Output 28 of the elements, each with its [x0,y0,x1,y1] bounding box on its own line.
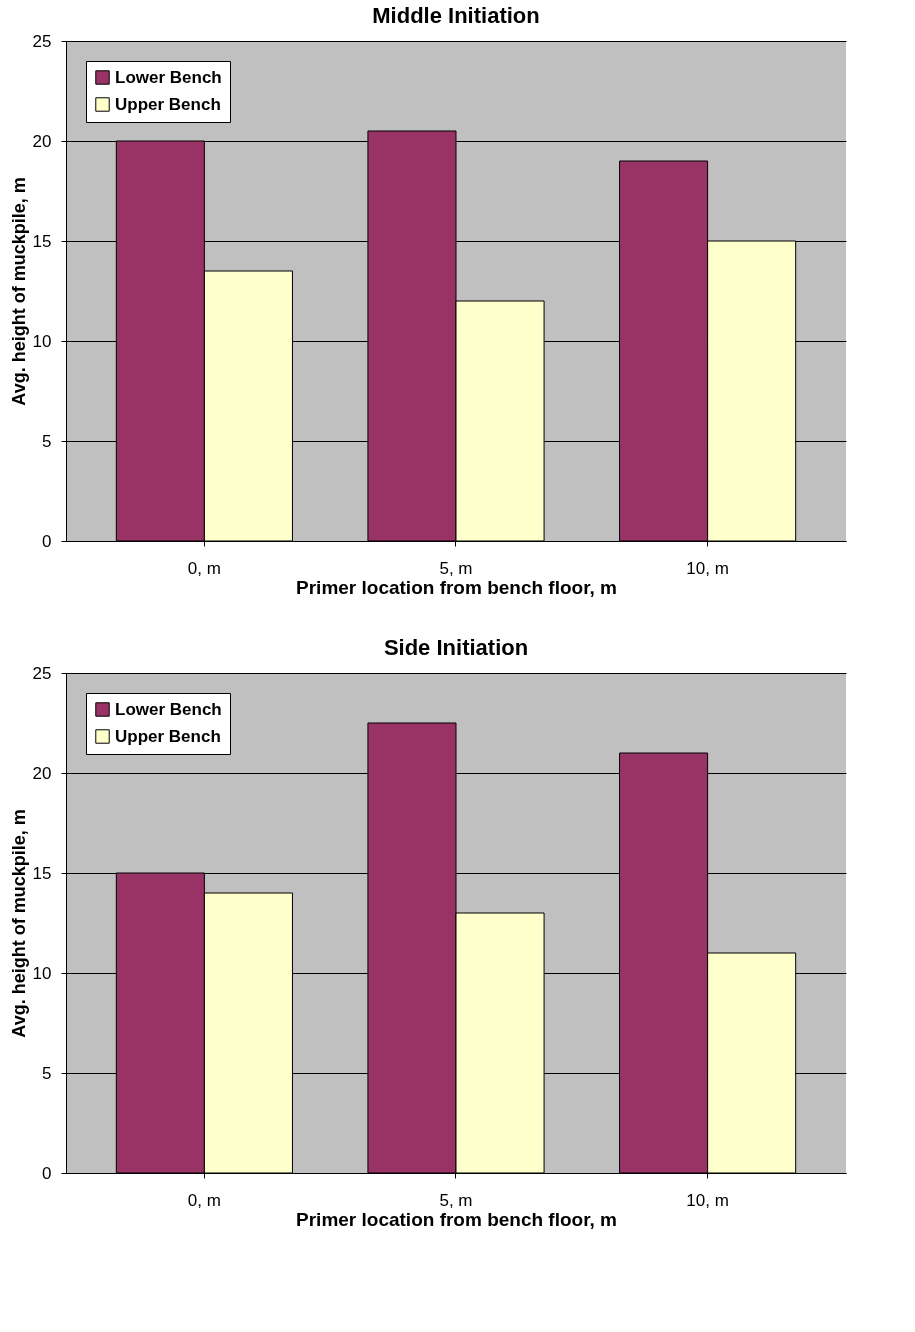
y-tick-label: 25 [32,31,52,51]
legend-label: Lower Bench [115,699,222,719]
x-axis-title: Primer location from bench floor, m [296,1208,617,1230]
x-tick-label: 5, m [439,1190,473,1210]
x-tick-label: 10, m [686,558,729,578]
y-tick-label: 25 [32,663,52,683]
y-axis-title: Avg. height of muckpile, m [8,177,29,406]
x-tick-label: 0, m [187,558,221,578]
y-tick-label: 10 [32,331,52,351]
chart-title: Middle Initiation [372,3,540,28]
chart-title: Side Initiation [383,635,529,660]
legend-label: Lower Bench [115,67,222,87]
y-tick-label: 0 [42,531,52,551]
legend-label: Upper Bench [115,726,221,746]
x-tick-label: 0, m [187,1190,221,1210]
x-axis-title: Primer location from bench floor, m [296,576,617,598]
y-axis-title: Avg. height of muckpile, m [8,809,29,1038]
legend-label: Upper Bench [115,94,221,114]
y-tick-label: 5 [42,1063,52,1083]
y-tick-label: 5 [42,431,52,451]
y-tick-label: 10 [32,963,52,983]
x-tick-label: 5, m [439,558,473,578]
y-tick-label: 15 [32,231,52,251]
y-tick-label: 15 [32,863,52,883]
y-tick-label: 0 [42,1163,52,1183]
y-tick-label: 20 [32,763,52,783]
y-tick-label: 20 [32,131,52,151]
x-tick-label: 10, m [686,1190,729,1210]
